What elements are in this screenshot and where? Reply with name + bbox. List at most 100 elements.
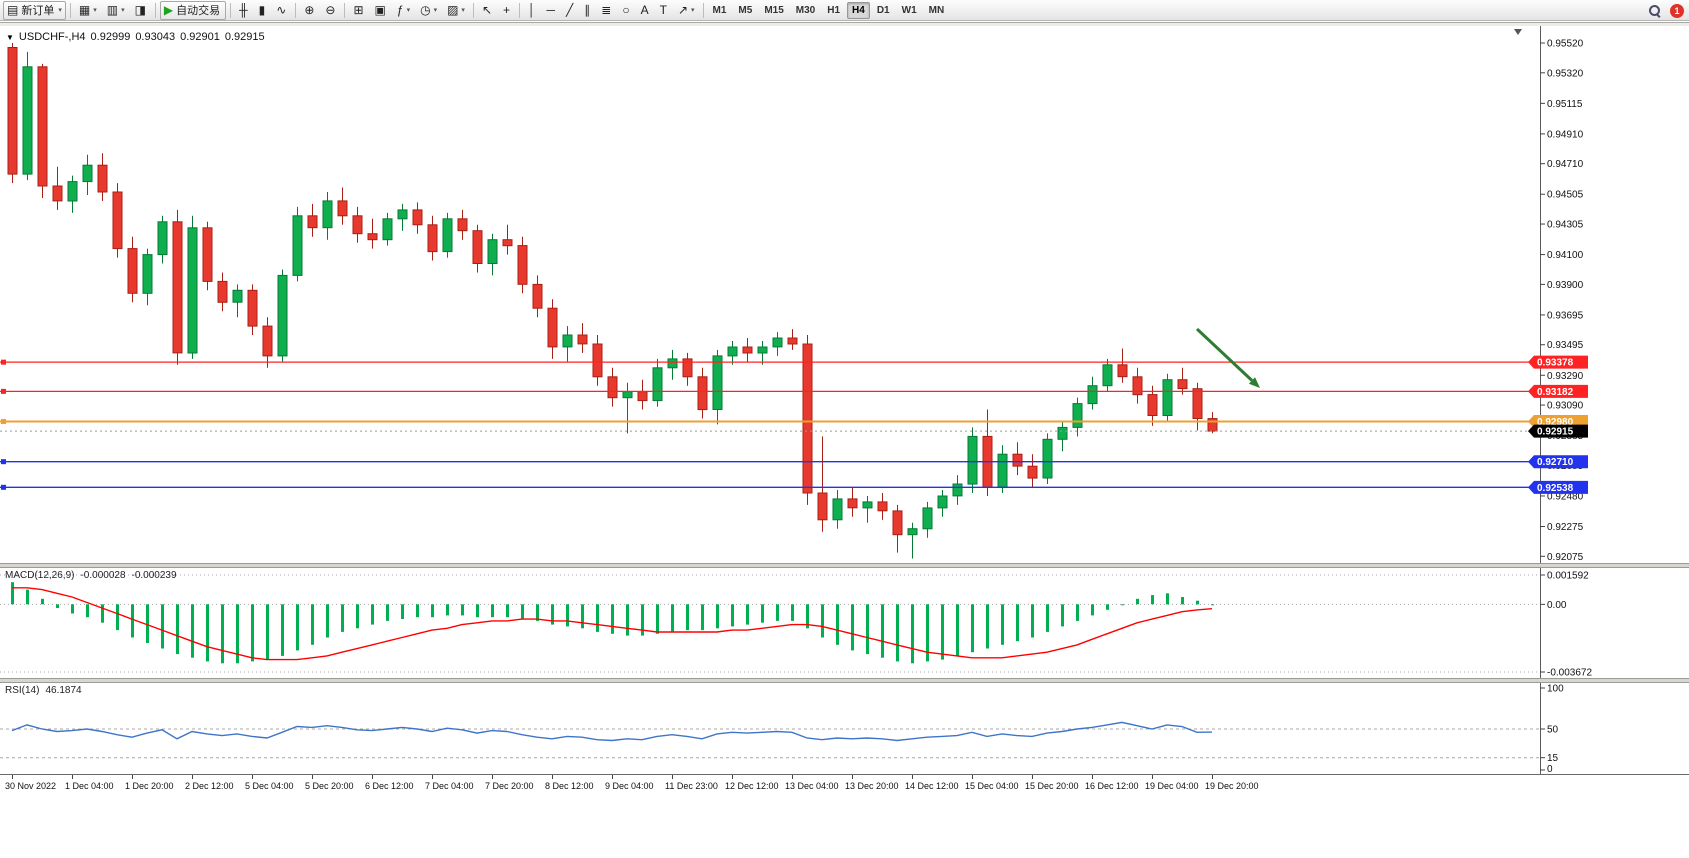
- price-tag: [1528, 355, 1588, 369]
- crosshair-button[interactable]: +: [499, 1, 515, 20]
- tile-windows-button[interactable]: ⊞: [349, 1, 368, 20]
- new-order-button[interactable]: ▤ 新订单 ▾: [3, 0, 66, 20]
- zoom-out-button[interactable]: ⊖: [321, 1, 340, 20]
- candlestick-chart-button[interactable]: ▮: [255, 1, 271, 20]
- macd-histogram-bar: [101, 604, 104, 623]
- timeframe-w1-button[interactable]: W1: [901, 4, 917, 16]
- candle-body: [1132, 376, 1143, 396]
- candle-body: [442, 218, 453, 253]
- oneclick-trading-toggle-icon[interactable]: ▼: [6, 32, 14, 42]
- timeframe-m15-button[interactable]: M15: [764, 4, 784, 16]
- macd-histogram-bar: [311, 604, 314, 645]
- macd-name: MACD(12,26,9): [5, 570, 75, 581]
- timeframe-d1-button[interactable]: D1: [876, 4, 890, 16]
- chart-window[interactable]: 0.95520 0.95320 0.95115 0.94910 0.94710 0.945…: [0, 22, 1689, 858]
- candle-body: [487, 239, 498, 264]
- price-tick-label: 0.93290: [1547, 371, 1584, 382]
- candle-body: [547, 307, 558, 348]
- macd-histogram-bar: [1196, 600, 1199, 605]
- time-axis-label: 7 Dec 20:00: [485, 781, 534, 791]
- data-window-button[interactable]: ◨: [131, 1, 151, 20]
- horizontal-line-button[interactable]: ─: [543, 1, 561, 20]
- chart-shift-marker[interactable]: [1514, 29, 1522, 35]
- panel-splitter[interactable]: [0, 678, 1689, 683]
- bar-chart-button[interactable]: ╫: [235, 1, 253, 20]
- candle-body: [262, 325, 273, 357]
- trend-arrow-annotation[interactable]: [1195, 327, 1253, 382]
- price-tick-label: 0.94505: [1547, 190, 1584, 201]
- channel-button[interactable]: ∥: [580, 1, 595, 20]
- macd-histogram-bar: [1016, 604, 1019, 642]
- autotrade-button[interactable]: ▶ 自动交易: [159, 0, 227, 20]
- vertical-line-button[interactable]: │: [524, 1, 541, 20]
- shapes-button[interactable]: ○: [618, 1, 634, 20]
- macd-histogram-bar: [1046, 604, 1049, 632]
- profiles-button[interactable]: ▥ ▾: [103, 1, 129, 20]
- candle-body: [1147, 394, 1158, 417]
- new-order-button-label: 新订单: [21, 5, 55, 17]
- candle-body: [712, 355, 723, 410]
- arrows-tool-button[interactable]: ↗ ▾: [674, 1, 699, 20]
- time-tick: [192, 775, 193, 779]
- timeframe-m5-button[interactable]: M5: [738, 4, 753, 16]
- arrange-windows-button[interactable]: ▣: [371, 1, 391, 20]
- line-anchor-handle: [1, 388, 6, 394]
- trend-arrow-head[interactable]: [1248, 377, 1260, 388]
- templates-button[interactable]: ▨ ▾: [443, 1, 469, 20]
- macd-canvas[interactable]: 0.001592 0.00 -0.003672: [0, 568, 1689, 678]
- timeframe-m30-button[interactable]: M30: [795, 4, 816, 16]
- time-axis-label: 30 Nov 2022: [5, 781, 57, 791]
- toolbar-buttons: ▤ 新订单 ▾ ▦ ▾ ▥ ▾ ◨ ▶ 自动交易 ╫ ▮ ∿ ⊕ ⊖ ⊞ ▣ ƒ ▾ ◷ ▾ ▨ ▾ ↖ + │ ─ ╱ ∥ ≣ ○ A T ↗ ▾…: [2, 0, 950, 20]
- rsi-panel: 100 50 15 0 RSI(14) 46.1874: [0, 683, 1689, 774]
- macd-histogram-bar: [476, 604, 479, 618]
- timeframe-h1-button[interactable]: H1: [827, 4, 841, 16]
- text-label-button[interactable]: T: [656, 1, 672, 20]
- indicators-button[interactable]: ƒ ▾: [393, 1, 414, 20]
- trendline-button[interactable]: ╱: [562, 1, 578, 20]
- macd-histogram-bar: [341, 604, 344, 632]
- time-tick: [972, 775, 973, 779]
- rsi-name: RSI(14): [5, 685, 40, 696]
- candle-body: [847, 498, 858, 509]
- macd-histogram-bar: [971, 604, 974, 653]
- line-chart-button[interactable]: ∿: [272, 1, 291, 20]
- panel-splitter[interactable]: [0, 563, 1689, 568]
- notification-badge[interactable]: 1: [1670, 3, 1684, 18]
- toolbar-separator: [154, 2, 156, 18]
- dropdown-arrow-icon: ▾: [461, 7, 465, 14]
- candle-body: [247, 289, 258, 327]
- price-tick-label: 0.95320: [1547, 68, 1584, 79]
- timeframe-mn-button[interactable]: MN: [928, 4, 945, 16]
- toolbar-separator: [702, 2, 704, 18]
- macd-histogram-bar: [581, 604, 584, 629]
- candle-body: [907, 528, 918, 536]
- dropdown-arrow-icon: ▾: [58, 7, 62, 14]
- candle-body: [217, 280, 228, 303]
- cursor-button[interactable]: ↖: [478, 1, 497, 20]
- macd-histogram-bar: [851, 604, 854, 651]
- candle-body: [757, 346, 768, 354]
- candle-body: [277, 274, 288, 357]
- new-chart-button[interactable]: ▦ ▾: [75, 1, 101, 20]
- price-tick-label: 0.92075: [1547, 552, 1584, 563]
- time-axis[interactable]: 30 Nov 2022 1 Dec 04:00 1 Dec 20:00 2 Dec 1…: [0, 774, 1689, 797]
- periods-button[interactable]: ◷ ▾: [416, 1, 441, 20]
- timeframe-h4-button[interactable]: H4: [847, 1, 870, 19]
- price-tick-label: 0.94100: [1547, 250, 1584, 261]
- macd-histogram-bar: [431, 604, 434, 618]
- macd-histogram-bar: [371, 604, 374, 625]
- search-icon[interactable]: [1647, 3, 1662, 18]
- macd-histogram-bar: [251, 604, 254, 662]
- macd-histogram-bar: [536, 604, 539, 621]
- text-button[interactable]: A: [637, 1, 654, 20]
- profiles-icon: ▥: [106, 3, 119, 17]
- line-chart-icon: ∿: [276, 3, 287, 17]
- fibonacci-icon: ≣: [601, 3, 612, 17]
- timeframe-m1-button[interactable]: M1: [712, 4, 727, 16]
- zoom-in-button[interactable]: ⊕: [300, 1, 319, 20]
- candle-body: [1057, 426, 1068, 440]
- main-chart-canvas[interactable]: 0.95520 0.95320 0.95115 0.94910 0.94710 0.945…: [0, 26, 1689, 563]
- macd-histogram-bar: [611, 604, 614, 634]
- fibonacci-button[interactable]: ≣: [597, 1, 616, 20]
- rsi-canvas[interactable]: 100 50 150: [0, 683, 1689, 774]
